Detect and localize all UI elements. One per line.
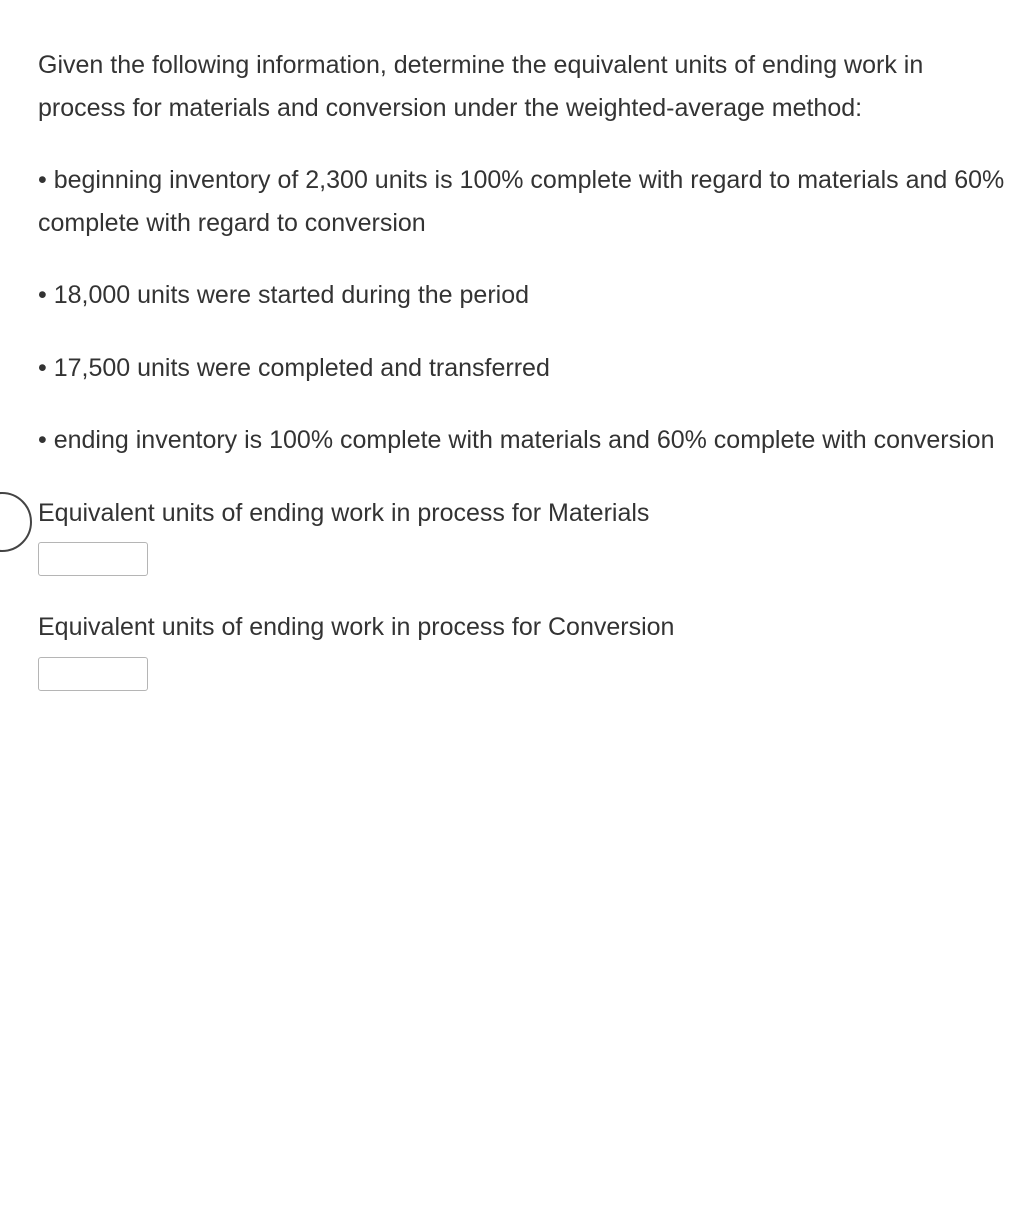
bullet-text: ending inventory is 100% complete with m… xyxy=(54,426,995,454)
conversion-answer-label: Equivalent units of ending work in proce… xyxy=(38,606,1014,649)
bullet-item: • 18,000 units were started during the p… xyxy=(38,274,1014,317)
materials-answer-label: Equivalent units of ending work in proce… xyxy=(38,492,1014,535)
bullet-text: 18,000 units were started during the per… xyxy=(54,281,529,309)
bullet-item: • beginning inventory of 2,300 units is … xyxy=(38,159,1014,244)
bullet-item: • ending inventory is 100% complete with… xyxy=(38,419,1014,462)
question-container: Given the following information, determi… xyxy=(0,0,1028,691)
bullet-text: 17,500 units were completed and transfer… xyxy=(54,354,550,382)
materials-answer-input[interactable] xyxy=(38,542,148,576)
bullet-dot-icon: • xyxy=(38,281,47,309)
bullet-text: beginning inventory of 2,300 units is 10… xyxy=(38,166,1004,237)
bullet-dot-icon: • xyxy=(38,354,47,382)
bullet-dot-icon: • xyxy=(38,166,47,194)
conversion-answer-input[interactable] xyxy=(38,657,148,691)
question-intro: Given the following information, determi… xyxy=(38,44,1014,129)
bullet-dot-icon: • xyxy=(38,426,47,454)
bullet-item: • 17,500 units were completed and transf… xyxy=(38,347,1014,390)
